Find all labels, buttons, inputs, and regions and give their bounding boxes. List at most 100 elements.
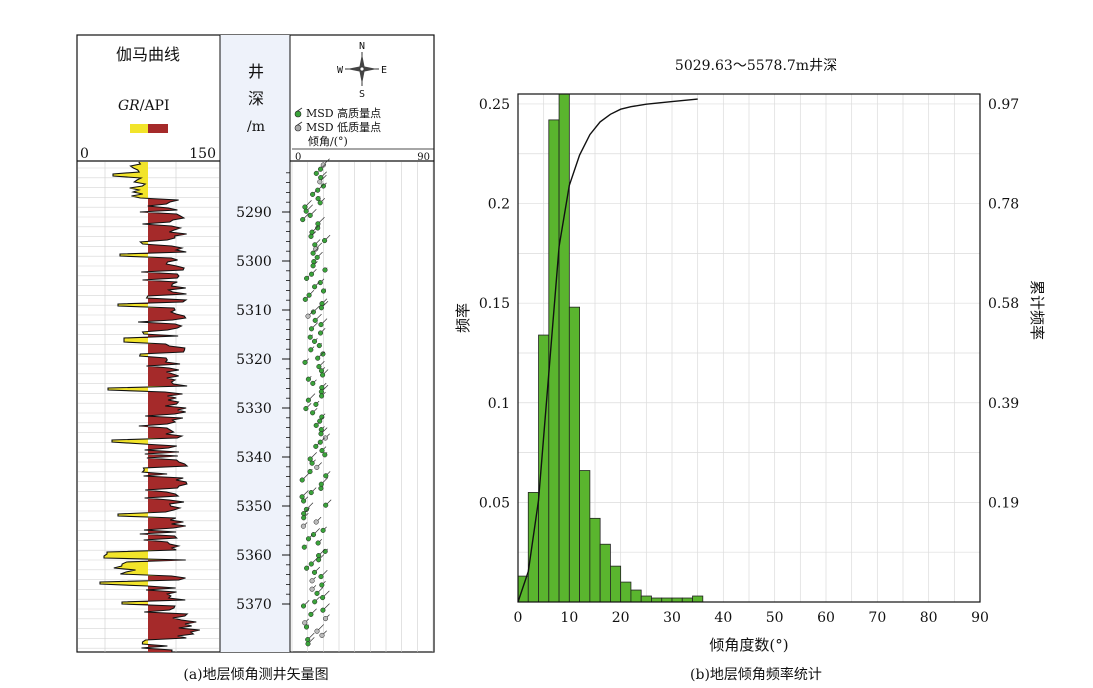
depth-ticks: 5290 5300 5310 5320 5330 5340 5350 5360 5370 — [236, 172, 290, 613]
gr-label: GR/API — [118, 98, 170, 114]
compass-w: W — [337, 65, 344, 76]
histogram-bar — [692, 595, 704, 603]
gr-fill-segment — [148, 228, 181, 230]
gr-label-unit: /API — [140, 98, 170, 114]
gr-scale-max: 150 — [189, 146, 216, 162]
dip-point — [302, 620, 308, 626]
gr-fill-segment — [148, 518, 176, 520]
gr-fill-segment — [148, 214, 181, 216]
histogram-bar — [610, 565, 622, 603]
dip-point — [301, 498, 307, 504]
dip-point — [312, 284, 318, 290]
gr-fill-segment — [148, 408, 187, 410]
dip-point — [318, 427, 324, 433]
depth-unit: /m — [247, 119, 265, 135]
gr-fill-segment — [148, 358, 168, 360]
dip-axis-title: 倾角/(°) — [308, 135, 348, 148]
dip-point — [316, 557, 322, 563]
gr-fill-segment — [148, 494, 179, 496]
gr-fill-segment — [148, 314, 185, 316]
histogram-bar — [599, 543, 611, 603]
depth-label: 5300 — [236, 254, 272, 270]
dip-point — [320, 351, 326, 357]
cumulative-line — [517, 98, 698, 603]
x-tick-label: 90 — [971, 610, 989, 626]
gr-fill-segment — [100, 582, 148, 584]
histogram-bar — [558, 93, 570, 603]
depth-label: 5340 — [236, 450, 272, 466]
y-tick-label: 0.25 — [479, 97, 510, 113]
dip-point — [312, 599, 318, 605]
gr-fill-segment — [148, 220, 173, 222]
gr-fill-segment — [124, 338, 148, 340]
gr-fill-segment — [148, 410, 186, 412]
gr-fill-segment — [148, 370, 179, 372]
y2-tick-label: 0.39 — [988, 396, 1019, 412]
gr-fill-segment — [107, 552, 148, 554]
dip-point — [308, 233, 314, 239]
dip-point — [318, 485, 324, 491]
y-tick-label: 0.2 — [488, 197, 510, 213]
depth-label: 5370 — [236, 597, 272, 613]
gr-fill-segment — [148, 382, 174, 384]
gr-fill-segment — [148, 236, 175, 238]
dip-point — [318, 389, 324, 395]
gr-fill-segment — [148, 230, 175, 232]
gr-fill-segment — [134, 180, 148, 182]
gr-fill-segment — [148, 520, 184, 522]
dip-point — [315, 540, 321, 546]
dip-point — [315, 221, 321, 227]
gr-label-italic: GR — [118, 98, 140, 114]
dip-point — [309, 460, 315, 466]
dip-point — [308, 347, 314, 353]
dip-point — [320, 527, 326, 533]
chart-title: 5029.63～5578.7m井深 — [675, 58, 837, 74]
gr-fill-segment — [148, 316, 186, 318]
depth-label: 5330 — [236, 401, 272, 417]
gr-fill-segment — [148, 262, 168, 264]
x-tick-label: 30 — [663, 610, 681, 626]
dip-point — [319, 393, 325, 399]
gr-fill-segment — [148, 268, 185, 270]
dip-point — [322, 616, 329, 622]
dip-point — [318, 481, 324, 487]
compass-s: S — [359, 89, 365, 100]
dip-point — [305, 397, 311, 403]
y-tick-label: 0.15 — [479, 296, 510, 312]
dip-point — [319, 414, 325, 420]
depth-track-bg — [220, 35, 290, 652]
gr-fill-segment — [148, 594, 171, 596]
depth-label: 5290 — [236, 205, 272, 221]
dip-point — [305, 637, 311, 643]
histogram-bar — [538, 334, 550, 603]
gr-fill-segment — [148, 524, 186, 526]
depth-label: 5360 — [236, 548, 272, 564]
dip-point — [305, 313, 311, 319]
x-tick-label: 70 — [868, 610, 886, 626]
dip-point — [318, 574, 324, 580]
gr-fill-segment — [118, 304, 148, 306]
gr-fill-segment — [148, 324, 182, 326]
gr-fill-segment — [120, 254, 148, 256]
x-tick-label: 20 — [612, 610, 630, 626]
gr-fill-segment — [148, 500, 184, 502]
dip-point — [308, 326, 315, 332]
dip-axis-max: 90 — [417, 152, 430, 163]
gr-fill-segment — [112, 440, 148, 442]
gr-fill-segment — [122, 562, 148, 564]
gr-fill-segment — [104, 554, 148, 556]
gr-fill-segment — [138, 162, 148, 164]
right-caption: (b)地层倾角频率统计 — [690, 666, 822, 683]
dip-point — [307, 212, 313, 218]
dip-point — [307, 334, 313, 340]
gr-fill-segment — [148, 606, 175, 608]
gr-fill-segment — [148, 634, 194, 636]
depth-title-char-1: 井 — [248, 62, 264, 81]
gr-fill-segment — [148, 404, 177, 406]
gamma-title: 伽马曲线 — [116, 45, 180, 64]
gr-fill-segment — [148, 622, 197, 624]
dip-point — [317, 330, 324, 336]
gr-fill-segment — [121, 564, 148, 566]
depth-title-char-2: 深 — [248, 89, 264, 108]
gr-fill-segment — [120, 572, 148, 574]
